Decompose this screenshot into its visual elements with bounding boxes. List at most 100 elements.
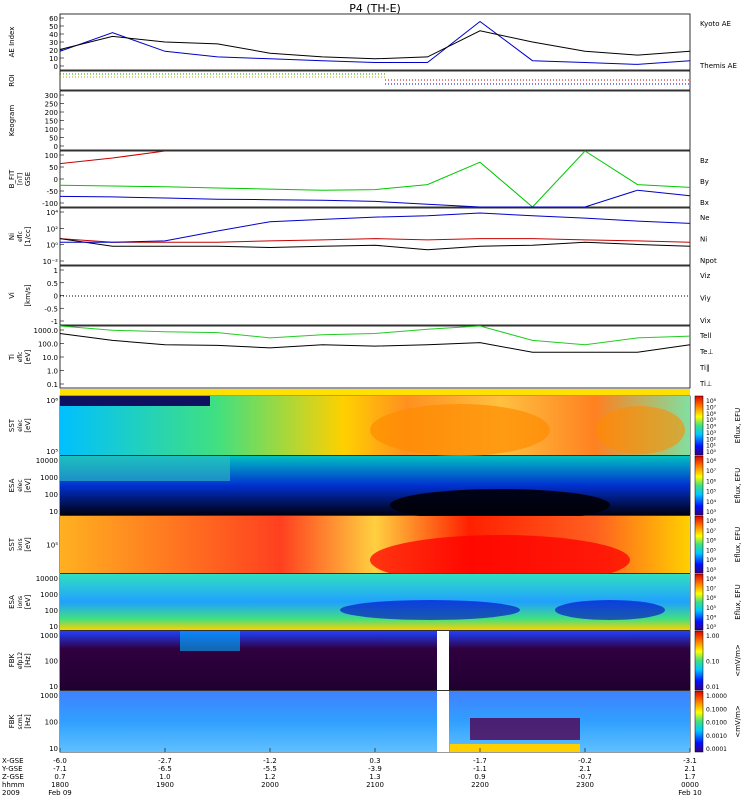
tick-label-vi-4: -1 <box>51 318 58 326</box>
series-bfit-4 <box>59 189 691 208</box>
legend-vi-0: Viz <box>700 272 711 280</box>
series-ti-9 <box>59 325 691 346</box>
footer-value-6-4: Feb 10 <box>678 789 702 797</box>
colorbar-tick-fbk_b-4: 0.0001 <box>706 746 727 753</box>
colorbar-tick-sst_e-8: 10⁰ <box>706 449 717 456</box>
colorbar-tick-esa_e-0: 10⁸ <box>706 458 717 465</box>
footer-row-label-4: 2009 <box>2 789 20 797</box>
footer-value-3-0: 0.3 <box>369 757 380 765</box>
panel-ylabel-ti: Ti <box>8 354 16 361</box>
colorbar-esa_e <box>694 455 704 516</box>
esa-elec-dark-region <box>390 489 610 521</box>
colorbar-tick-sst_e-4: 10⁴ <box>706 424 717 431</box>
tick-label-esa_i-2: 100 <box>45 607 58 615</box>
series-bfit-2 <box>59 150 166 165</box>
panel-ylabel3-ni: eflc <box>17 231 24 242</box>
colorbar-label-sst_i: Eflux, EFU <box>734 527 742 562</box>
legend-ni-0: Ne <box>700 214 710 222</box>
tick-label-bfit-3: -50 <box>47 188 58 196</box>
fbk-scm1-gap <box>437 691 449 752</box>
tick-label-fbk_e-0: 1000 <box>40 632 58 640</box>
tick-label-ti-0: 1000.0 <box>34 327 59 335</box>
colorbar-tick-sst_i-2: 10⁶ <box>706 538 717 545</box>
colorbar-tick-sst_e-2: 10⁶ <box>706 411 717 418</box>
tick-label-ae-3: 30 <box>49 39 58 47</box>
colorbar-tick-esa_i-3: 10⁵ <box>706 605 717 612</box>
series-bfit-3 <box>59 150 691 208</box>
tick-label-esa_e-1: 1000 <box>40 474 58 482</box>
tick-label-bfit-2: 0 <box>54 176 58 184</box>
panel-ylabel-fbk_b: FBK <box>8 714 16 728</box>
panel-ylabel3-fbk_b: scm1 <box>17 713 24 729</box>
tick-label-fbk_b-1: 100 <box>45 719 58 727</box>
panel-ylabel2-ni: [1/cc] <box>24 226 32 246</box>
fbk-scm1-bright-band <box>450 744 580 752</box>
sst-elec-hot-region-2 <box>595 406 685 454</box>
tick-label-fbk_b-0: 1000 <box>40 692 58 700</box>
colorbar-tick-esa_i-2: 10⁶ <box>706 595 717 602</box>
tick-label-ae-0: 60 <box>49 15 58 23</box>
colorbar-tick-fbk_b-1: 0.1000 <box>706 706 727 713</box>
tick-label-vi-3: -0.5 <box>44 305 58 313</box>
colorbar-tick-esa_e-3: 10⁵ <box>706 489 717 496</box>
tick-label-vi-2: 0 <box>54 293 58 301</box>
series-ni-7 <box>60 212 691 243</box>
figure-title: P4 (TH-E) <box>349 2 401 15</box>
colorbar-tick-fbk_b-0: 1.0000 <box>706 693 727 700</box>
tick-label-ni-1: 10² <box>46 225 58 233</box>
tick-label-keogram-5: 50 <box>49 135 58 143</box>
tick-label-ni-2: 10⁰ <box>46 242 58 250</box>
colorbar-tick-sst_e-7: 10¹ <box>706 443 717 450</box>
tick-label-ae-6: 0 <box>54 63 58 71</box>
footer-value-3-3: 2100 <box>366 781 384 789</box>
panel-ylabel-esa_i: ESA <box>8 595 16 609</box>
colorbar-tick-esa_e-2: 10⁶ <box>706 478 717 485</box>
colorbar-tick-esa_i-0: 10⁸ <box>706 576 717 583</box>
panel-ylabel-roi: ROI <box>8 74 16 86</box>
footer-value-6-3: 0000 <box>681 781 699 789</box>
footer-value-2-1: -5.5 <box>263 765 277 773</box>
colorbar-sst_i <box>694 515 704 574</box>
series-ae-0 <box>59 20 691 65</box>
footer-value-4-2: 0.9 <box>474 773 485 781</box>
panel-ylabel3-esa_e: elec <box>17 479 24 491</box>
colorbar-tick-fbk_e-1: 0.10 <box>706 659 720 666</box>
panel-ylabel-esa_e: ESA <box>8 478 16 492</box>
series-ni-6 <box>59 238 691 251</box>
legend-ni-2: Npot <box>700 257 717 265</box>
legend-ti-1: Te⊥ <box>699 348 714 356</box>
colorbar-fbk_e <box>694 630 704 691</box>
tick-label-sst_e-0: 10⁶ <box>46 397 58 405</box>
panel-ylabel-vi: Vi <box>8 292 16 299</box>
panel-ylabel-keogram: Keogram <box>8 105 16 136</box>
esa-ion-low-region <box>340 600 520 620</box>
footer-value-5-0: -0.2 <box>578 757 592 765</box>
colorbar-tick-esa_e-5: 10³ <box>706 509 717 516</box>
panel-ylabel-bfit: B_FIT <box>8 169 16 188</box>
colorbar-tick-sst_i-3: 10⁵ <box>706 547 717 554</box>
panel-ylabel2-fbk_b: [Hz] <box>24 714 32 729</box>
colorbar-label-esa_i: Eflux, EFU <box>734 584 742 619</box>
esa-ion-low-region-2 <box>555 600 665 620</box>
legend-ae-1: Themis AE <box>699 62 737 70</box>
footer-row-label-0: X-GSE <box>2 757 24 765</box>
panel-ylabel2-ti: [eV] <box>24 349 32 364</box>
panel-ylabel3-fbk_e: efp12 <box>17 652 24 669</box>
series-ti-8 <box>59 333 691 353</box>
tick-label-sst_e-1: 10⁵ <box>46 448 58 456</box>
tick-label-ae-4: 20 <box>49 47 58 55</box>
footer-value-6-0: -3.1 <box>683 757 697 765</box>
tick-label-fbk_e-1: 100 <box>45 658 58 666</box>
legend-ti-2: Ti‖ <box>699 364 710 372</box>
colorbar-label-esa_e: Eflux, EFU <box>734 468 742 503</box>
footer-value-1-0: -2.7 <box>158 757 172 765</box>
footer-value-3-2: 1.3 <box>369 773 380 781</box>
fbk-scm1-dark-region <box>470 718 580 740</box>
tick-label-vi-1: 0.5 <box>47 280 58 288</box>
tick-label-ti-4: 0.1 <box>47 381 58 389</box>
panel-ylabel2-esa_e: [eV] <box>24 478 32 493</box>
footer-value-5-2: -0.7 <box>578 773 592 781</box>
footer-value-4-1: -1.1 <box>473 765 487 773</box>
footer-value-1-2: 1.0 <box>159 773 170 781</box>
